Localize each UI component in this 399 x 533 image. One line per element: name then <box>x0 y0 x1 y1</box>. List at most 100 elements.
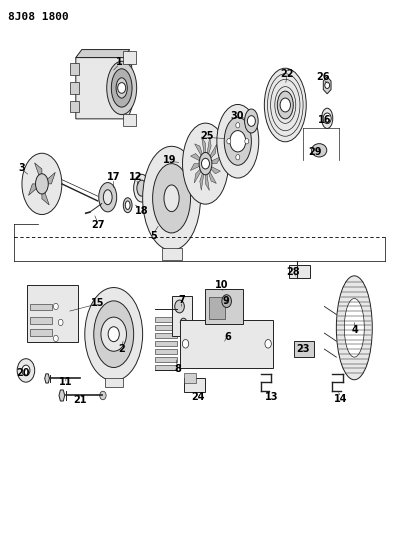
Text: 29: 29 <box>308 147 322 157</box>
Ellipse shape <box>312 144 327 157</box>
Bar <box>180 320 273 368</box>
Text: 30: 30 <box>231 111 244 120</box>
Ellipse shape <box>111 69 132 107</box>
Circle shape <box>180 318 187 327</box>
Text: 10: 10 <box>215 280 228 290</box>
Circle shape <box>58 319 63 326</box>
Text: 4: 4 <box>352 326 358 335</box>
Ellipse shape <box>94 301 134 368</box>
Bar <box>205 289 243 324</box>
Circle shape <box>222 295 231 308</box>
Bar <box>155 341 177 346</box>
Ellipse shape <box>336 276 372 379</box>
Bar <box>162 248 182 260</box>
Bar <box>123 51 136 64</box>
Polygon shape <box>190 164 205 171</box>
Bar <box>105 378 123 387</box>
Bar <box>155 317 177 322</box>
Text: 16: 16 <box>318 115 332 125</box>
Circle shape <box>236 155 240 160</box>
Text: 23: 23 <box>296 344 310 354</box>
Polygon shape <box>323 77 331 94</box>
Ellipse shape <box>264 68 306 142</box>
Bar <box>70 82 79 94</box>
Polygon shape <box>45 374 49 383</box>
Circle shape <box>101 317 126 351</box>
Polygon shape <box>42 184 49 205</box>
Polygon shape <box>205 157 221 164</box>
Bar <box>184 373 196 383</box>
Polygon shape <box>201 137 205 164</box>
Ellipse shape <box>199 152 212 175</box>
Text: 13: 13 <box>265 392 278 402</box>
Bar <box>70 101 79 112</box>
Polygon shape <box>200 164 205 190</box>
Text: 1: 1 <box>117 58 123 67</box>
Bar <box>30 304 52 310</box>
Ellipse shape <box>99 182 117 212</box>
Ellipse shape <box>217 104 259 178</box>
Text: 7: 7 <box>178 295 185 304</box>
Circle shape <box>53 303 58 310</box>
Circle shape <box>118 83 126 93</box>
Ellipse shape <box>85 288 142 381</box>
Ellipse shape <box>183 123 228 204</box>
Text: 20: 20 <box>16 368 30 378</box>
Polygon shape <box>205 164 216 183</box>
Circle shape <box>227 139 231 144</box>
Ellipse shape <box>224 117 251 165</box>
Polygon shape <box>205 164 221 174</box>
Ellipse shape <box>277 91 293 119</box>
Text: 22: 22 <box>280 69 294 78</box>
Bar <box>155 325 177 330</box>
Circle shape <box>280 98 290 112</box>
Ellipse shape <box>245 109 258 133</box>
Ellipse shape <box>103 190 112 205</box>
Bar <box>155 357 177 362</box>
Bar <box>30 317 52 324</box>
Text: 24: 24 <box>191 392 204 402</box>
Text: 11: 11 <box>59 377 73 387</box>
Bar <box>172 296 192 336</box>
Ellipse shape <box>107 61 136 115</box>
Ellipse shape <box>36 174 48 194</box>
Bar <box>30 329 52 336</box>
Circle shape <box>245 139 249 144</box>
Ellipse shape <box>22 153 62 214</box>
Ellipse shape <box>125 201 130 209</box>
Circle shape <box>247 116 255 126</box>
Circle shape <box>108 327 119 342</box>
Text: 21: 21 <box>73 395 87 405</box>
Bar <box>184 378 205 392</box>
Bar <box>209 297 225 319</box>
Polygon shape <box>195 144 205 164</box>
Ellipse shape <box>116 78 127 98</box>
Polygon shape <box>190 154 205 164</box>
Circle shape <box>230 131 246 152</box>
Ellipse shape <box>123 198 132 213</box>
Ellipse shape <box>322 108 333 128</box>
Text: 8: 8 <box>174 364 181 374</box>
Ellipse shape <box>152 164 190 233</box>
Bar <box>294 341 314 357</box>
Text: 25: 25 <box>201 131 214 141</box>
Text: 19: 19 <box>163 155 176 165</box>
Circle shape <box>100 391 106 400</box>
Polygon shape <box>194 164 205 183</box>
Polygon shape <box>28 184 42 196</box>
Text: 5: 5 <box>150 231 157 240</box>
Circle shape <box>53 335 58 342</box>
Text: 17: 17 <box>107 172 120 182</box>
Ellipse shape <box>164 185 179 212</box>
Polygon shape <box>76 58 132 119</box>
Polygon shape <box>59 390 65 401</box>
Text: 28: 28 <box>286 267 300 277</box>
Circle shape <box>265 340 271 348</box>
Text: 2: 2 <box>119 344 125 354</box>
Polygon shape <box>205 144 217 164</box>
Bar <box>27 285 78 342</box>
Bar <box>155 365 177 370</box>
Ellipse shape <box>142 146 200 251</box>
Circle shape <box>182 340 189 348</box>
Circle shape <box>325 82 330 88</box>
